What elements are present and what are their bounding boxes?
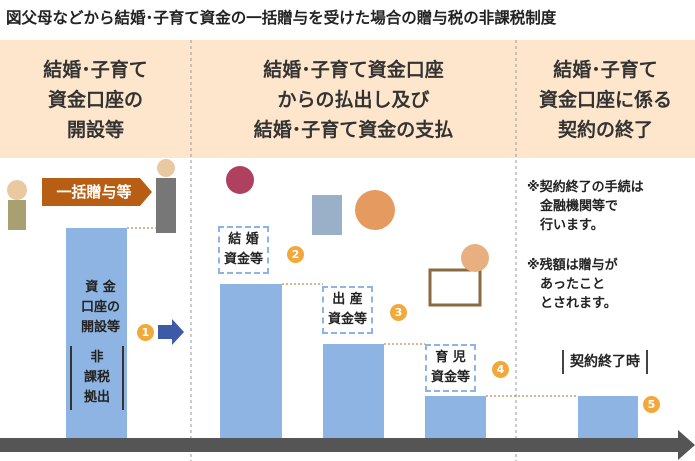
text-line: あったこと xyxy=(527,275,618,294)
text-line: 結婚･子育て資金口座 xyxy=(191,55,516,85)
step-number: 5 xyxy=(643,396,660,413)
step-label: 出 産資金等 xyxy=(322,286,373,334)
note: ※契約終了の手続は金融機関等で行います。 xyxy=(527,178,644,235)
column-header: 結婚･子育て資金口座の開設等 xyxy=(0,50,191,150)
title: 図父母などから結婚･子育て資金の一括贈与を受けた場合の贈与税の非課税制度 xyxy=(6,6,556,28)
step-number: 2 xyxy=(287,246,304,263)
grandparent-icon xyxy=(7,180,27,200)
text-line: 資金等 xyxy=(328,310,367,330)
step-number: 1 xyxy=(137,324,154,341)
gift-label: 一括贈与等 xyxy=(42,182,146,202)
diagram: 図父母などから結婚･子育て資金の一括贈与を受けた場合の贈与税の非課税制度 一括贈… xyxy=(0,0,695,461)
arrow xyxy=(158,319,184,345)
person-icon xyxy=(157,159,175,177)
text-line: 結婚･子育て資金の支払 xyxy=(191,115,516,145)
text-line: 口座の xyxy=(70,298,131,318)
bar xyxy=(578,396,638,445)
text-line: 資金等 xyxy=(431,368,470,388)
crib-icon xyxy=(430,270,480,305)
text-line: 結婚･子育て xyxy=(516,55,695,85)
step-label: 契約終了時 xyxy=(562,350,648,374)
text-line: 開設等 xyxy=(70,318,131,338)
text-line: 開設等 xyxy=(0,115,191,145)
family-icon xyxy=(355,190,395,230)
text-line: 資金等 xyxy=(224,250,263,270)
text-line: 結婚･子育て xyxy=(0,55,191,85)
text-line: ※残額は贈与が xyxy=(527,256,618,275)
step-label: 資 金口座の開設等 xyxy=(66,276,135,340)
bar xyxy=(425,396,486,445)
text-line: 行います。 xyxy=(527,216,644,235)
text-line: 契約の終了 xyxy=(516,115,695,145)
column-header: 結婚･子育て資金口座からの払出し及び結婚･子育て資金の支払 xyxy=(191,50,516,150)
column-header: 結婚･子育て資金口座に係る契約の終了 xyxy=(516,50,695,150)
time-arrow-head xyxy=(678,430,695,460)
text-line: とされます。 xyxy=(527,294,618,313)
time-arrow xyxy=(0,438,680,452)
text-line: 資金口座に係る xyxy=(516,85,695,115)
bracket-label: 非課税拠出 xyxy=(70,346,124,410)
person-icon xyxy=(156,178,176,233)
step-label: 育 児資金等 xyxy=(425,344,476,392)
text-line: 金融機関等で xyxy=(527,197,644,216)
bar xyxy=(220,284,282,445)
text-line: 結 婚 xyxy=(224,230,263,250)
step-label: 結 婚資金等 xyxy=(218,226,269,274)
note: ※残額は贈与があったこととされます。 xyxy=(527,256,618,313)
step-number: 3 xyxy=(390,304,407,321)
text-line: 資 金 xyxy=(70,278,131,298)
building-icon xyxy=(312,195,342,235)
parent-icon xyxy=(461,244,489,272)
text-line: ※契約終了の手続は xyxy=(527,178,644,197)
text-line: 課税 xyxy=(72,368,122,388)
text-line: 資金口座の xyxy=(0,85,191,115)
grandparent-icon xyxy=(8,200,26,230)
text-line: 出 産 xyxy=(328,290,367,310)
bar xyxy=(323,344,384,445)
text-line: 契約終了時 xyxy=(570,352,640,372)
text-line: からの払出し及び xyxy=(191,85,516,115)
text-line: 非 xyxy=(72,348,122,368)
text-line: 拠出 xyxy=(72,388,122,408)
text-line: 育 児 xyxy=(431,348,470,368)
bouquet-icon xyxy=(226,166,254,194)
step-number: 4 xyxy=(492,361,509,378)
